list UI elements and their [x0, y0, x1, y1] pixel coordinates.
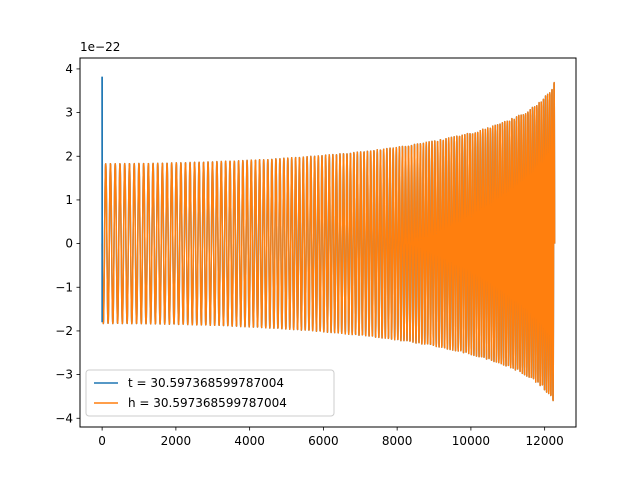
y-tick-label: 1: [65, 193, 73, 207]
series-layer: [101, 76, 556, 402]
y-tick-label: 3: [65, 106, 73, 120]
y-tick-label: −4: [55, 411, 73, 425]
legend-label-1: t = 30.597368599787004: [128, 376, 284, 390]
x-tick-label: 2000: [161, 434, 192, 448]
legend: t = 30.597368599787004 h = 30.59736859978…: [85, 369, 335, 417]
x-tick-label: 4000: [234, 434, 265, 448]
legend-box: [85, 369, 335, 417]
x-tick-label: 10000: [452, 434, 490, 448]
axes-frame: [79, 57, 577, 428]
y-axis: 4 3 2 1 0 −1 −2 −3 −4: [55, 62, 80, 425]
y-tick-label: −1: [55, 280, 73, 294]
x-tick-label: 0: [98, 434, 106, 448]
y-tick-label: 0: [65, 237, 73, 251]
x-axis: 0 2000 4000 6000 8000 10000 12000: [98, 427, 564, 448]
y-tick-label: −2: [55, 324, 73, 338]
y-tick-label: −3: [55, 368, 73, 382]
plot-area: [79, 57, 577, 428]
x-tick-label: 8000: [382, 434, 413, 448]
x-tick-label: 6000: [308, 434, 339, 448]
x-tick-label: 12000: [526, 434, 564, 448]
legend-label-2: h = 30.597368599787004: [128, 396, 287, 410]
series-line-2: [101, 81, 556, 402]
y-tick-label: 4: [65, 62, 73, 76]
y-offset-text: 1e−22: [80, 40, 120, 54]
y-tick-label: 2: [65, 149, 73, 163]
